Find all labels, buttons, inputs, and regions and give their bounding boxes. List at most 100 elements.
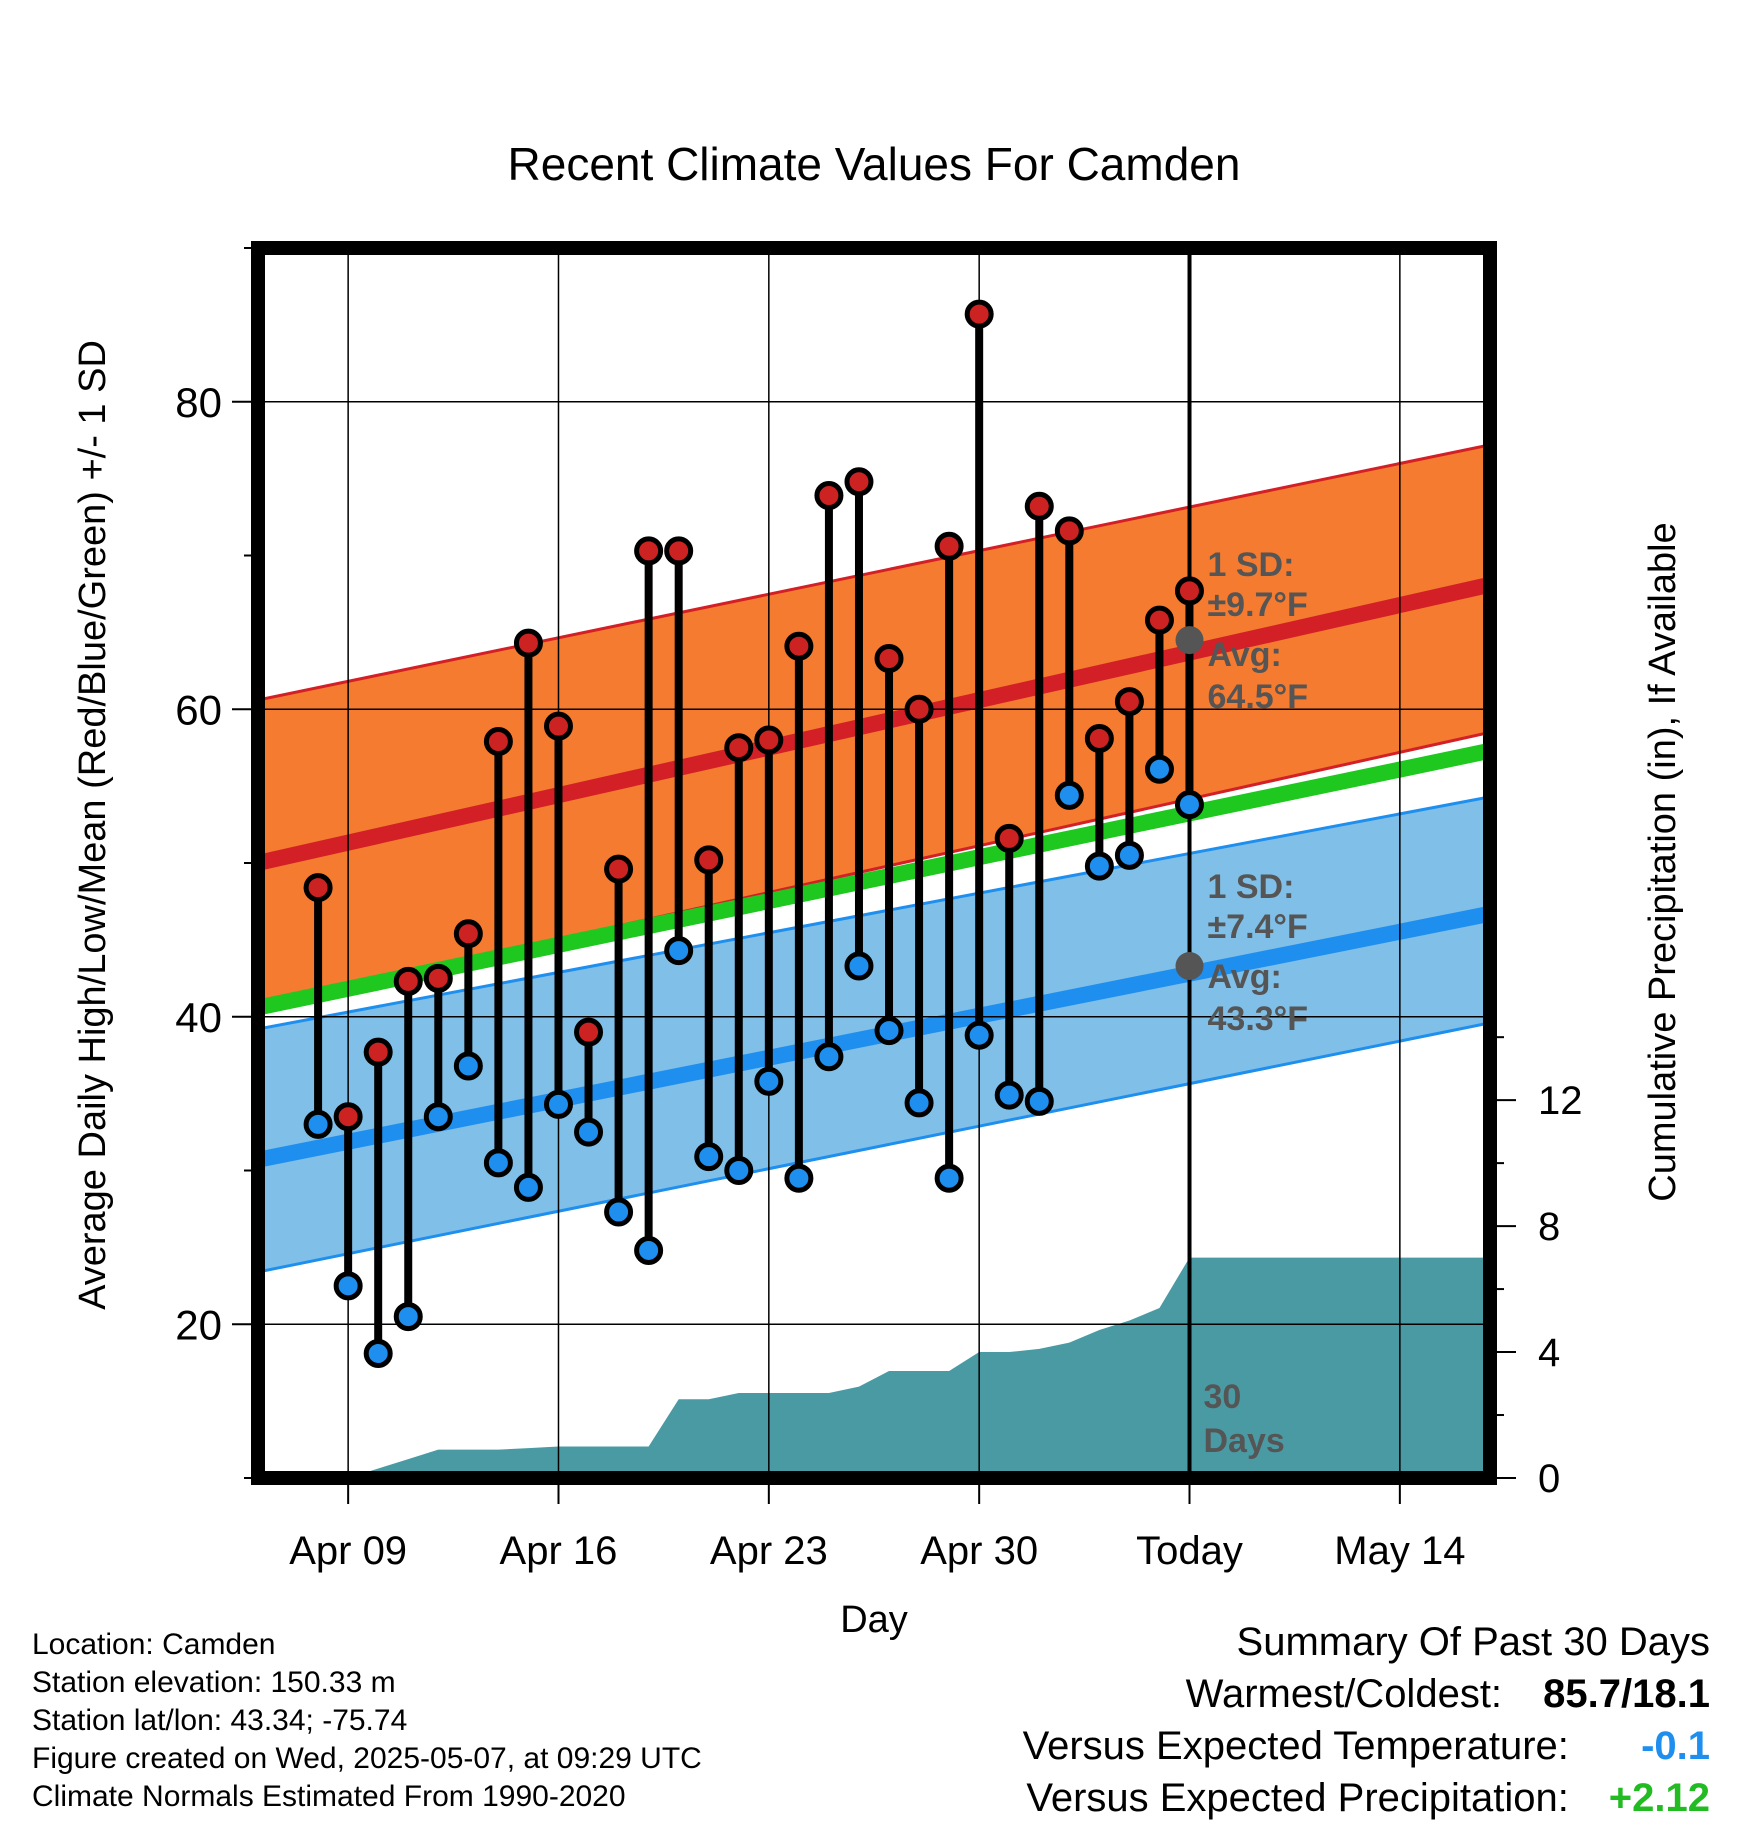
daily-low-point	[393, 1302, 423, 1332]
x-tick-label: Apr 16	[500, 1529, 618, 1573]
daily-low-point	[784, 1163, 814, 1193]
daily-high-point	[483, 727, 513, 757]
mean-normal-line	[258, 742, 1490, 1016]
daily-high-point	[423, 963, 453, 993]
y-tick-label: 20	[175, 1301, 222, 1348]
daily-high-point	[543, 711, 573, 741]
info-normals: Climate Normals Estimated From 1990-2020	[32, 1780, 626, 1813]
daily-high-point	[964, 299, 994, 329]
precip-area	[348, 1257, 1490, 1478]
daily-low-point	[634, 1235, 664, 1265]
high-avg-value: 64.5°F	[1208, 678, 1309, 716]
chart-title: Recent Climate Values For Camden	[508, 138, 1241, 190]
y2-tick-label: 8	[1538, 1205, 1560, 1249]
daily-low-point	[483, 1148, 513, 1178]
low-normal-line	[258, 905, 1490, 1168]
x-tick-label: Apr 09	[289, 1529, 407, 1573]
daily-high-point	[694, 845, 724, 875]
summary-precip-label: Versus Expected Precipitation:	[1026, 1776, 1569, 1820]
high-sd-band-upper-edge	[258, 443, 1490, 702]
y-tick-label: 40	[175, 994, 222, 1041]
info-latlon: Station lat/lon: 43.34; -75.74	[32, 1704, 408, 1737]
daily-high-point	[814, 481, 844, 511]
daily-low-point	[694, 1142, 724, 1172]
daily-low-point	[303, 1109, 333, 1139]
daily-low-point	[1054, 780, 1084, 810]
low-sd-band-upper-edge	[258, 795, 1490, 1031]
high-normal-line	[258, 576, 1490, 871]
station-info: Location: Camden Station elevation: 150.…	[32, 1626, 702, 1816]
low-avg-value: 43.3°F	[1208, 1000, 1309, 1038]
summary-warmest-label: Warmest/Coldest:	[1185, 1672, 1503, 1716]
daily-high-point	[453, 919, 483, 949]
daily-high-point	[784, 631, 814, 661]
y2-tick-label: 4	[1538, 1331, 1560, 1375]
daily-low-point	[333, 1271, 363, 1301]
plot-content	[258, 248, 1490, 1478]
daily-high-point	[303, 873, 333, 903]
x-tick-label: May 14	[1334, 1529, 1465, 1573]
high-sd-value: ±9.7°F	[1208, 586, 1308, 624]
high-avg-marker	[1175, 626, 1204, 655]
y2-tick-label: 0	[1538, 1457, 1560, 1501]
daily-high-point	[1174, 576, 1204, 606]
info-location: Location: Camden	[32, 1628, 276, 1661]
low-sd-band-lower-edge	[258, 1021, 1490, 1274]
daily-low-point	[453, 1051, 483, 1081]
daily-low-point	[814, 1042, 844, 1072]
daily-low-point	[513, 1172, 543, 1202]
daily-high-point	[874, 644, 904, 674]
low-sd-value: ±7.4°F	[1208, 908, 1308, 946]
daily-high-point	[1084, 723, 1114, 753]
summary-temp-value: -0.1	[1641, 1724, 1710, 1768]
daily-low-point	[1024, 1086, 1054, 1116]
daily-high-point	[634, 536, 664, 566]
daily-low-point	[363, 1338, 393, 1368]
daily-low-point	[724, 1156, 754, 1185]
daily-high-point	[393, 966, 423, 996]
x-tick-label: Today	[1136, 1529, 1243, 1573]
daily-high-point	[1144, 605, 1174, 635]
info-created: Figure created on Wed, 2025-05-07, at 09…	[32, 1742, 702, 1775]
daily-low-point	[1114, 840, 1144, 870]
low-sd-label: 1 SD:	[1208, 868, 1295, 906]
high-sd-label: 1 SD:	[1208, 546, 1295, 584]
y2-axis-label: Cumulative Precipitation (in), If Availa…	[1642, 522, 1684, 1201]
daily-low-point	[754, 1066, 784, 1096]
daily-low-point	[1144, 754, 1174, 784]
daily-high-point	[904, 694, 934, 724]
daily-low-point	[664, 936, 694, 966]
daily-high-point	[844, 467, 874, 497]
daily-high-point	[934, 531, 964, 561]
y2-tick-label: 12	[1538, 1079, 1583, 1123]
daily-low-point	[1084, 851, 1114, 881]
daily-high-point	[604, 854, 634, 884]
daily-high-point	[754, 725, 784, 755]
daily-low-point	[934, 1163, 964, 1193]
daily-low-point	[1174, 790, 1204, 820]
daily-low-point	[543, 1089, 573, 1119]
low-avg-label: Avg:	[1208, 958, 1282, 996]
summary-warmest: Warmest/Coldest: 85.7/18.1	[1186, 1672, 1710, 1717]
summary-temp-label: Versus Expected Temperature:	[1022, 1724, 1569, 1768]
daily-low-point	[994, 1080, 1024, 1110]
y-tick-label: 60	[175, 686, 222, 733]
daily-low-point	[423, 1102, 453, 1132]
summary-precip-value: +2.12	[1608, 1776, 1710, 1820]
summary-precip: Versus Expected Precipitation: +2.12	[1026, 1776, 1710, 1821]
daily-low-point	[574, 1117, 604, 1147]
low-avg-marker	[1175, 952, 1204, 981]
daily-low-point	[904, 1088, 934, 1118]
daily-high-point	[333, 1102, 363, 1132]
summary-title: Summary Of Past 30 Days	[1236, 1620, 1710, 1664]
daily-low-point	[604, 1197, 634, 1227]
days-label-line1: 30	[1204, 1378, 1242, 1416]
daily-low-point	[964, 1020, 994, 1050]
summary-temp: Versus Expected Temperature: -0.1	[1023, 1724, 1710, 1769]
y-tick-label: 80	[175, 379, 222, 426]
daily-high-point	[574, 1017, 604, 1047]
x-tick-label: Apr 30	[920, 1529, 1038, 1573]
daily-high-point	[1114, 687, 1144, 717]
